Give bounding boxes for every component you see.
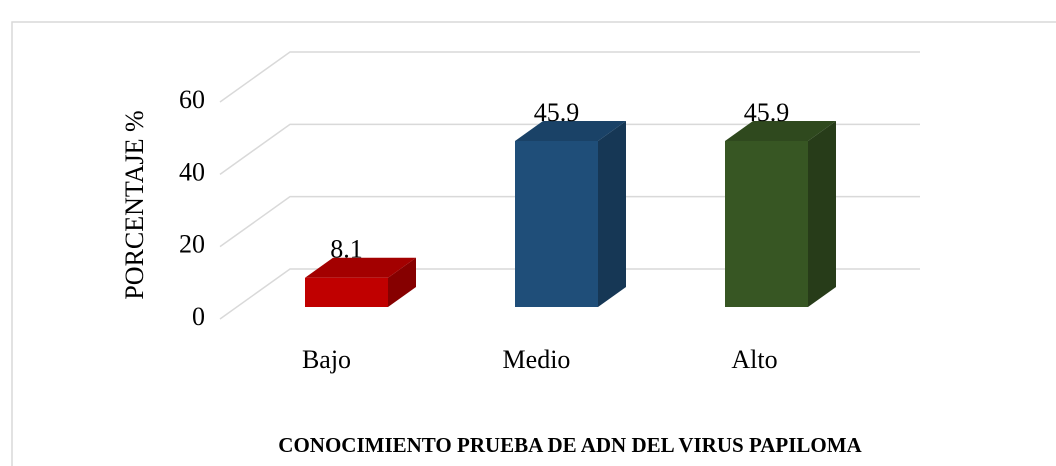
x-tick-label: Medio (503, 345, 571, 374)
x-tick-label: Alto (731, 345, 777, 374)
chart-title: CONOCIMIENTO PRUEBA DE ADN DEL VIRUS PAP… (278, 433, 862, 457)
bar-top (305, 257, 416, 278)
bar-top (725, 120, 836, 141)
bar-side (808, 120, 836, 308)
bar (515, 120, 626, 308)
bar (725, 120, 836, 308)
bar-side (388, 257, 416, 307)
value-label: 45.9 (744, 98, 790, 127)
y-tick-label: 20 (179, 230, 205, 259)
value-label: 45.9 (534, 98, 580, 127)
bar-front (305, 277, 388, 307)
bar (305, 257, 416, 307)
bar-top (515, 120, 626, 141)
y-axis-label: PORCENTAJE % (120, 110, 149, 299)
grid-line (219, 268, 920, 320)
grid-line (219, 51, 920, 103)
y-tick-label: 40 (179, 157, 205, 186)
y-tick-label: 60 (179, 85, 205, 114)
value-label: 8.1 (330, 235, 363, 264)
chart-frame (11, 21, 1056, 466)
grid-line (219, 195, 920, 248)
bar-front (725, 140, 808, 307)
grid-line (219, 123, 920, 175)
y-tick-label: 0 (192, 302, 205, 331)
bar-front (515, 140, 598, 307)
bar-side (598, 120, 626, 308)
x-tick-label: Bajo (302, 345, 351, 374)
